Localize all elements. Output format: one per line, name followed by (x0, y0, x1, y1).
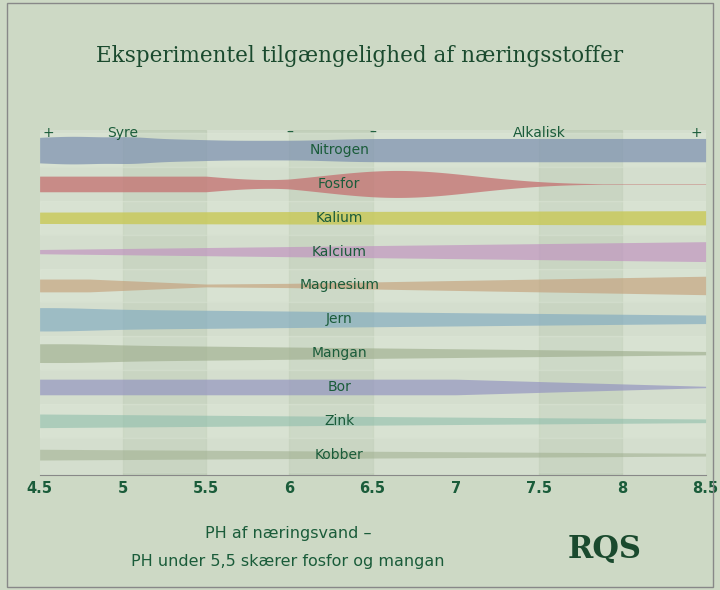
Bar (289, 130, 373, 475)
Text: PH under 5,5 skærer fosfor og mangan: PH under 5,5 skærer fosfor og mangan (131, 554, 445, 569)
Text: Eksperimentel tilgængelighed af næringsstoffer: Eksperimentel tilgængelighed af næringss… (96, 45, 624, 67)
Text: Mangan: Mangan (312, 346, 367, 360)
Text: Jern: Jern (326, 312, 353, 326)
Text: +: + (43, 126, 55, 140)
Text: Fosfor: Fosfor (318, 177, 361, 191)
Bar (40, 235, 706, 268)
Bar (123, 130, 206, 475)
Bar (40, 438, 706, 471)
Text: +: + (690, 126, 702, 140)
Text: –: – (369, 126, 376, 140)
Text: Zink: Zink (324, 414, 354, 428)
Bar (40, 302, 706, 336)
Text: PH af næringsvand –: PH af næringsvand – (204, 526, 372, 542)
Bar (40, 404, 706, 438)
Text: Alkalisk: Alkalisk (513, 126, 565, 140)
Text: Magnesium: Magnesium (300, 278, 379, 293)
Bar (40, 268, 706, 302)
Bar (539, 130, 622, 475)
Bar (40, 167, 706, 201)
Text: RQS: RQS (568, 535, 642, 565)
Text: Kobber: Kobber (315, 448, 364, 461)
Text: Syre: Syre (107, 126, 138, 140)
Bar (40, 370, 706, 404)
Text: –: – (286, 126, 293, 140)
Text: Kalcium: Kalcium (312, 245, 366, 258)
Text: Bor: Bor (328, 380, 351, 394)
Bar (40, 133, 706, 167)
Bar (40, 201, 706, 235)
Text: Kalium: Kalium (315, 211, 363, 225)
Text: Nitrogen: Nitrogen (310, 143, 369, 157)
Bar (40, 336, 706, 370)
